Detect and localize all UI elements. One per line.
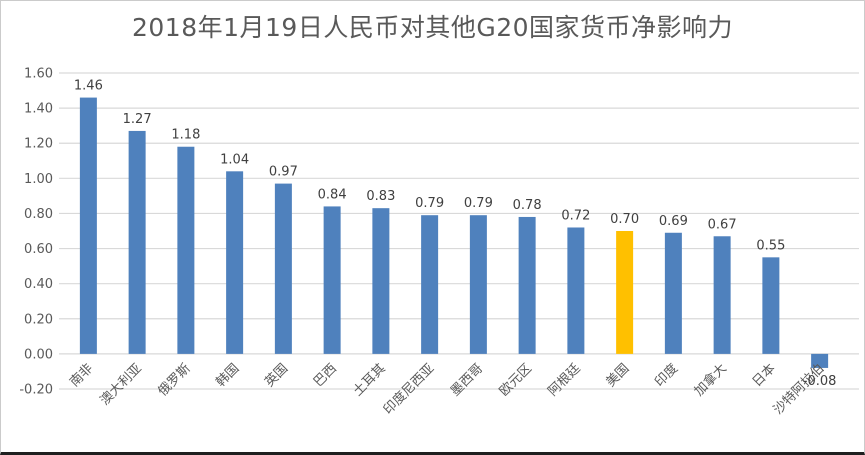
x-axis-category-label: 加拿大 bbox=[691, 360, 730, 399]
bar-value-label: 1.04 bbox=[220, 152, 249, 167]
bar-value-label: 0.97 bbox=[269, 165, 298, 180]
x-axis-category-label: 南非 bbox=[66, 360, 96, 390]
x-axis-category-label: 日本 bbox=[750, 361, 779, 390]
bar-value-label: 0.83 bbox=[366, 189, 395, 204]
y-axis-tick-label: 0.60 bbox=[24, 242, 53, 257]
y-axis-tick-label: 1.60 bbox=[24, 67, 53, 82]
bar-value-label: 0.55 bbox=[756, 238, 785, 253]
y-axis-tick-label: 1.20 bbox=[24, 137, 53, 152]
bar-value-label: 0.79 bbox=[415, 196, 444, 211]
bar-value-label: 0.84 bbox=[318, 187, 347, 202]
x-axis-category-label: 阿根廷 bbox=[546, 361, 584, 399]
bar-澳大利亚 bbox=[128, 130, 146, 354]
x-axis-category-label: 澳大利亚 bbox=[97, 360, 145, 408]
x-axis-category-label: 美国 bbox=[603, 361, 632, 390]
x-axis-category-label: 墨西哥 bbox=[448, 361, 486, 399]
x-axis-category-label: 巴西 bbox=[311, 361, 340, 390]
x-axis-category-label: 英国 bbox=[262, 361, 291, 390]
bar-加拿大 bbox=[713, 236, 731, 354]
bar-value-label: 0.70 bbox=[610, 212, 639, 227]
x-axis-category-label: 俄罗斯 bbox=[156, 361, 194, 399]
chart-title: 2018年1月19日人民币对其他G20国家货币净影响力 bbox=[131, 13, 734, 42]
y-axis-tick-label: 1.40 bbox=[24, 102, 53, 117]
bar-value-label: 0.67 bbox=[708, 217, 737, 232]
bar-土耳其 bbox=[372, 208, 390, 354]
x-axis-category-label: 韩国 bbox=[213, 361, 242, 390]
bar-value-label: -0.08 bbox=[803, 374, 837, 389]
bar-墨西哥 bbox=[469, 215, 487, 354]
bar-美国 bbox=[616, 231, 634, 354]
y-axis-tick-label: 0.00 bbox=[24, 347, 53, 362]
bar-value-label: 0.78 bbox=[513, 198, 542, 213]
bar-印度 bbox=[664, 232, 682, 354]
bar-俄罗斯 bbox=[177, 146, 195, 354]
bar-value-label: 1.18 bbox=[171, 128, 200, 143]
bar-沙特阿拉伯 bbox=[811, 353, 829, 368]
y-axis-tick-label: 0.80 bbox=[24, 207, 53, 222]
x-axis-category-label: 欧元区 bbox=[497, 361, 535, 399]
bar-英国 bbox=[274, 183, 292, 354]
y-axis-tick-label: -0.20 bbox=[19, 383, 53, 398]
bar-value-label: 0.72 bbox=[561, 208, 590, 223]
y-axis-tick-label: 0.40 bbox=[24, 277, 53, 292]
bar-欧元区 bbox=[518, 216, 536, 354]
bar-value-label: 0.69 bbox=[659, 214, 688, 229]
bar-value-label: 1.27 bbox=[123, 112, 152, 127]
x-axis-category-label: 土耳其 bbox=[351, 361, 389, 399]
bar-南非 bbox=[79, 97, 97, 354]
bar-value-label: 0.79 bbox=[464, 196, 493, 211]
y-axis-tick-label: 0.20 bbox=[24, 312, 53, 327]
bar-印度尼西亚 bbox=[421, 215, 439, 354]
x-axis-category-label: 印度 bbox=[651, 360, 681, 390]
bar-巴西 bbox=[323, 206, 341, 354]
bar-日本 bbox=[762, 257, 780, 354]
bar-韩国 bbox=[226, 171, 244, 354]
bar-阿根廷 bbox=[567, 227, 585, 354]
bar-value-label: 1.46 bbox=[74, 79, 103, 94]
y-axis-tick-label: 1.00 bbox=[24, 172, 53, 187]
